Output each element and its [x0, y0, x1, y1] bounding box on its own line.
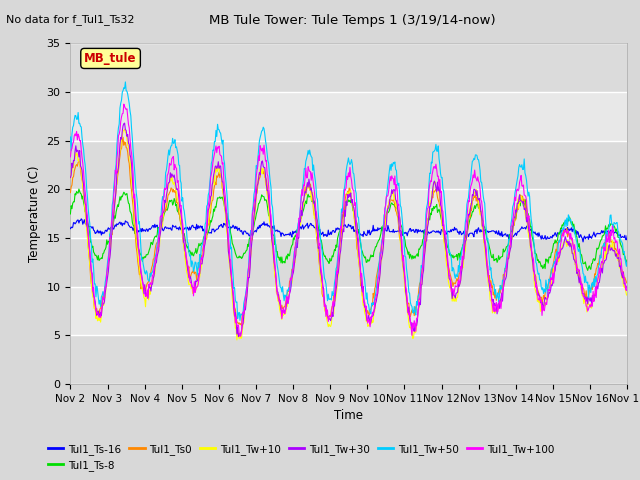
Line: Tul1_Ts-8: Tul1_Ts-8	[70, 189, 627, 270]
Line: Tul1_Ts-16: Tul1_Ts-16	[70, 219, 627, 242]
Bar	[70, 336, 627, 384]
Tul1_Tw+100	[134, 245, 142, 251]
Tul1_Ts-8	[434, 210, 442, 216]
Text: No data for f_Tul1_Ts32: No data for f_Tul1_Ts32	[6, 14, 135, 25]
Tul1_Tw+50	[236, 318, 244, 324]
Tul1_Tw+50	[67, 134, 74, 140]
Tul1_Tw+10	[121, 126, 129, 132]
Tul1_Ts0	[418, 266, 426, 272]
Tul1_Tw+30	[418, 282, 426, 288]
Tul1_Tw+10	[221, 204, 228, 209]
Tul1_Tw+100	[191, 289, 199, 295]
Tul1_Ts-16	[77, 217, 84, 223]
Tul1_Tw+50	[418, 264, 426, 270]
Tul1_Ts-8	[67, 211, 74, 217]
Tul1_Ts-16	[77, 216, 85, 222]
Tul1_Tw+100	[221, 187, 228, 192]
Tul1_Ts-16	[417, 229, 425, 235]
Tul1_Ts0	[119, 134, 127, 140]
Tul1_Tw+100	[67, 154, 74, 160]
Tul1_Tw+30	[134, 246, 142, 252]
Tul1_Ts-16	[134, 229, 142, 235]
Bar	[70, 141, 627, 189]
Tul1_Tw+30	[435, 188, 442, 194]
Tul1_Ts0	[237, 323, 245, 328]
Tul1_Ts-8	[77, 191, 85, 197]
Tul1_Ts0	[623, 280, 631, 286]
Text: MB_tule: MB_tule	[84, 52, 137, 65]
Tul1_Tw+100	[623, 284, 631, 289]
Tul1_Tw+50	[191, 259, 199, 265]
Tul1_Tw+50	[221, 160, 228, 166]
Line: Tul1_Ts0: Tul1_Ts0	[70, 137, 627, 325]
Tul1_Ts-8	[417, 243, 425, 249]
Tul1_Tw+10	[418, 281, 426, 287]
Tul1_Tw+10	[67, 175, 74, 181]
Tul1_Tw+30	[67, 175, 74, 180]
Line: Tul1_Tw+50: Tul1_Tw+50	[70, 82, 627, 321]
X-axis label: Time: Time	[334, 409, 364, 422]
Tul1_Tw+30	[191, 285, 199, 290]
Tul1_Ts-16	[434, 229, 442, 235]
Tul1_Ts-8	[134, 246, 142, 252]
Tul1_Tw+10	[191, 290, 199, 296]
Tul1_Ts-8	[623, 257, 631, 263]
Tul1_Ts-16	[579, 239, 587, 245]
Tul1_Ts-16	[221, 222, 228, 228]
Bar	[70, 43, 627, 92]
Tul1_Tw+10	[435, 185, 442, 191]
Tul1_Tw+100	[77, 138, 84, 144]
Tul1_Ts0	[77, 166, 84, 171]
Y-axis label: Temperature (C): Temperature (C)	[28, 165, 41, 262]
Tul1_Tw+100	[120, 101, 127, 107]
Legend: Tul1_Ts-16, Tul1_Ts-8, Tul1_Ts0, Tul1_Tw+10, Tul1_Tw+30, Tul1_Tw+50, Tul1_Tw+100: Tul1_Ts-16, Tul1_Ts-8, Tul1_Ts0, Tul1_Tw…	[44, 439, 558, 475]
Tul1_Ts0	[435, 197, 442, 203]
Tul1_Ts-16	[67, 226, 74, 231]
Tul1_Tw+100	[435, 173, 442, 179]
Tul1_Tw+10	[233, 337, 241, 343]
Tul1_Tw+10	[623, 293, 631, 299]
Bar	[70, 238, 627, 287]
Line: Tul1_Tw+100: Tul1_Tw+100	[70, 104, 627, 336]
Tul1_Ts0	[134, 264, 142, 270]
Tul1_Tw+50	[122, 79, 129, 85]
Tul1_Ts0	[221, 202, 228, 207]
Tul1_Ts0	[67, 190, 74, 195]
Tul1_Tw+30	[77, 163, 84, 168]
Tul1_Tw+50	[77, 123, 84, 129]
Tul1_Ts-16	[191, 224, 199, 230]
Line: Tul1_Tw+30: Tul1_Tw+30	[70, 123, 627, 336]
Tul1_Ts-8	[191, 250, 199, 255]
Line: Tul1_Tw+10: Tul1_Tw+10	[70, 129, 627, 340]
Text: MB Tule Tower: Tule Temps 1 (3/19/14-now): MB Tule Tower: Tule Temps 1 (3/19/14-now…	[209, 14, 495, 27]
Tul1_Tw+50	[623, 258, 631, 264]
Tul1_Ts-16	[623, 233, 631, 239]
Tul1_Tw+30	[221, 196, 228, 202]
Tul1_Tw+30	[121, 120, 129, 126]
Tul1_Tw+100	[236, 334, 244, 339]
Tul1_Tw+30	[623, 283, 631, 288]
Tul1_Ts-8	[75, 186, 83, 192]
Tul1_Tw+30	[235, 334, 243, 339]
Tul1_Tw+10	[134, 259, 142, 264]
Tul1_Tw+10	[77, 165, 84, 170]
Tul1_Ts0	[191, 269, 199, 275]
Tul1_Tw+100	[418, 269, 426, 275]
Tul1_Tw+50	[134, 221, 142, 227]
Tul1_Ts-8	[221, 204, 228, 210]
Tul1_Ts-8	[584, 267, 591, 273]
Tul1_Tw+50	[435, 143, 442, 149]
